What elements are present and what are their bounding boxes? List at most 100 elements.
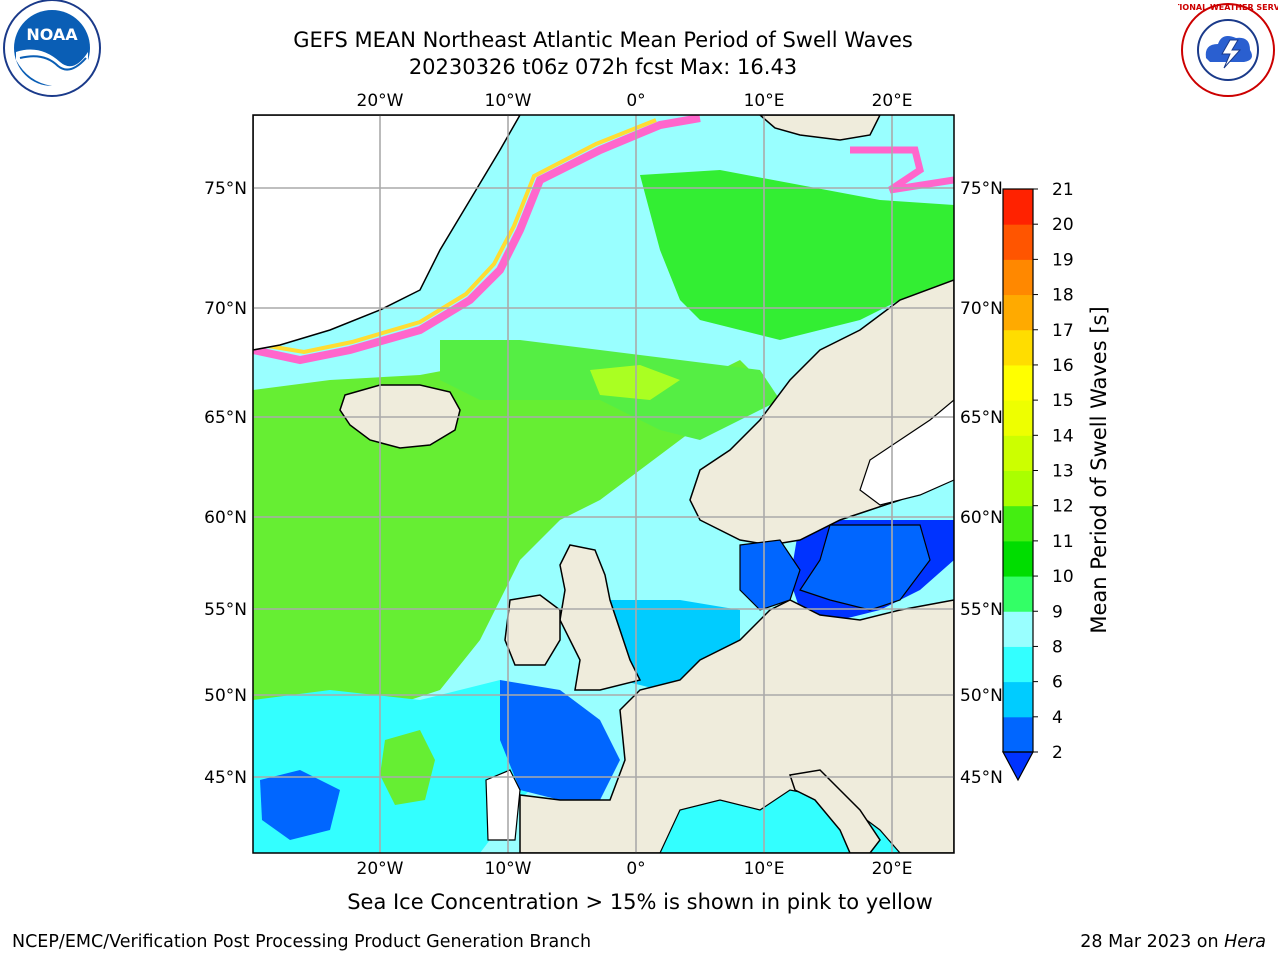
lat-label-right-75n: 75°N (960, 179, 1003, 199)
sea-ice-edge-greenland-yellow (255, 118, 657, 355)
swell-zone-north-green (640, 170, 954, 340)
colorbar-tick-label: 19 (1052, 250, 1074, 270)
lon-labels-top: 20°W 10°W 0° 10°E 20°E (357, 91, 913, 111)
ireland-landmass (504, 594, 561, 666)
lon-label-top-0: 0° (626, 91, 645, 111)
noaa-logo-text: NOAA (26, 25, 78, 44)
lat-label-right-45n: 45°N (960, 768, 1003, 788)
colorbar-segment (1003, 329, 1033, 366)
colorbar-tick-label: 8 (1052, 637, 1063, 657)
italy-landmass (789, 769, 881, 853)
swell-zone-south-blue (260, 770, 340, 840)
greenland-landmass (253, 115, 521, 351)
colorbar-tick-label: 11 (1052, 532, 1074, 552)
colorbar-tick-label: 18 (1052, 286, 1074, 306)
colorbar-segment (1003, 505, 1033, 542)
nws-logo-text: NATIONAL WEATHER SERVICE (1178, 3, 1278, 12)
colorbar-tick-label: 15 (1052, 391, 1074, 411)
iberia-masked-region (485, 769, 521, 841)
lon-label-bottom-0: 0° (626, 859, 645, 879)
lon-label-bottom-20e: 20°E (872, 859, 913, 879)
sea-ice-edge-greenland (253, 115, 701, 365)
colorbar-tick-label: 6 (1052, 673, 1063, 693)
colorbar-tick-label: 2 (1052, 743, 1063, 763)
footer-machine: Hera (1224, 932, 1266, 952)
colorbar-segment (1003, 540, 1033, 577)
map-body (253, 115, 954, 853)
lon-label-top-20w: 20°W (357, 91, 404, 111)
colorbar-tick-label: 13 (1052, 462, 1074, 482)
colorbar-tick-label: 20 (1052, 215, 1074, 235)
colorbar-label: Mean Period of Swell Waves [s] (1087, 306, 1111, 633)
lat-labels-left: 75°N 70°N 65°N 60°N 55°N 50°N 45°N (204, 179, 247, 788)
colorbar-segment (1003, 364, 1033, 401)
colorbar-segment (1003, 611, 1033, 647)
colorbar-segment (1003, 576, 1033, 612)
lon-label-bottom-10w: 10°W (485, 859, 532, 879)
colorbar-segment (1003, 400, 1033, 436)
colorbar-tick-label: 4 (1052, 708, 1063, 728)
colorbar-tick-label: 14 (1052, 426, 1074, 446)
lat-label-left-60n: 60°N (204, 508, 247, 528)
colorbar-ticks: 2 4 6 8 9 10 11 12 13 14 15 16 17 18 19 20 21 (1033, 180, 1074, 763)
colorbar-tick-label: 21 (1052, 180, 1074, 200)
colorbar-segment (1003, 435, 1033, 471)
colorbar-segment (1003, 470, 1033, 507)
colorbar-segment (1003, 294, 1033, 331)
swell-zone-yellow-patch (590, 365, 680, 400)
colorbar-tick-label: 9 (1052, 602, 1063, 622)
lat-label-left-75n: 75°N (204, 179, 247, 199)
svalbard-landmass (758, 115, 881, 141)
colorbar-extend-arrow (1001, 751, 1035, 782)
lat-labels-right: 75°N 70°N 65°N 60°N 55°N 50°N 45°N (960, 179, 1003, 788)
colorbar-tick-label: 17 (1052, 321, 1074, 341)
colorbar-tick-label: 12 (1052, 497, 1074, 517)
colorbar-segment (1003, 646, 1033, 683)
lat-label-right-55n: 55°N (960, 600, 1003, 620)
colorbar-segment (1003, 189, 1033, 225)
lon-label-bottom-10e: 10°E (744, 859, 785, 879)
lat-label-left-55n: 55°N (204, 600, 247, 620)
lat-label-left-70n: 70°N (204, 299, 247, 319)
swell-zone-northsea-blue (600, 600, 740, 690)
lat-label-right-70n: 70°N (960, 299, 1003, 319)
colorbar-tick-label: 10 (1052, 567, 1074, 587)
colorbar-tick-label: 16 (1052, 356, 1074, 376)
nws-logo: NATIONAL WEATHER SERVICE (1178, 3, 1278, 97)
colorbar-segment (1003, 681, 1033, 718)
sweden-white-region (859, 399, 954, 506)
colorbar (1003, 189, 1033, 753)
colorbar-segment (1003, 716, 1033, 753)
lat-label-left-50n: 50°N (204, 686, 247, 706)
sea-ice-caption-text: Sea Ice Concentration > 15% is shown in … (347, 890, 933, 914)
sea-ice-edge-svalbard (850, 146, 954, 194)
footer-date-text: 28 Mar 2023 on (1080, 932, 1225, 952)
colorbar-segment (1003, 259, 1033, 296)
lon-label-top-10e: 10°E (744, 91, 785, 111)
continental-europe-landmass (519, 599, 954, 853)
noaa-logo: NOAA (3, 0, 101, 97)
lat-label-right-50n: 50°N (960, 686, 1003, 706)
swell-zone-biscay-blue (500, 680, 620, 800)
lon-labels-bottom: 20°W 10°W 0° 10°E 20°E (357, 859, 913, 879)
lat-label-left-65n: 65°N (204, 408, 247, 428)
sea-ice-caption: Sea Ice Concentration > 15% is shown in … (0, 890, 1280, 914)
lat-label-right-65n: 65°N (960, 408, 1003, 428)
lat-label-left-45n: 45°N (204, 768, 247, 788)
skagerrak-sea (739, 539, 801, 611)
lon-label-top-10w: 10°W (485, 91, 532, 111)
baltic-sea (799, 524, 931, 611)
lat-label-right-60n: 60°N (960, 508, 1003, 528)
map-gridlines (253, 115, 954, 853)
map-frame (252, 114, 955, 854)
footer-date: 28 Mar 2023 on Hera (1080, 932, 1266, 952)
swell-zone-green-south-blob (380, 730, 435, 805)
plot-subtitle: 20230326 t06z 072h fcst Max: 16.43 (408, 55, 798, 79)
colorbar-segment (1003, 224, 1033, 260)
plot-title: GEFS MEAN Northeast Atlantic Mean Period… (293, 28, 913, 52)
footer-credit: NCEP/EMC/Verification Post Processing Pr… (12, 932, 592, 952)
lon-label-top-20e: 20°E (872, 91, 913, 111)
great-britain-landmass (559, 544, 642, 691)
lon-label-bottom-20w: 20°W (357, 859, 404, 879)
